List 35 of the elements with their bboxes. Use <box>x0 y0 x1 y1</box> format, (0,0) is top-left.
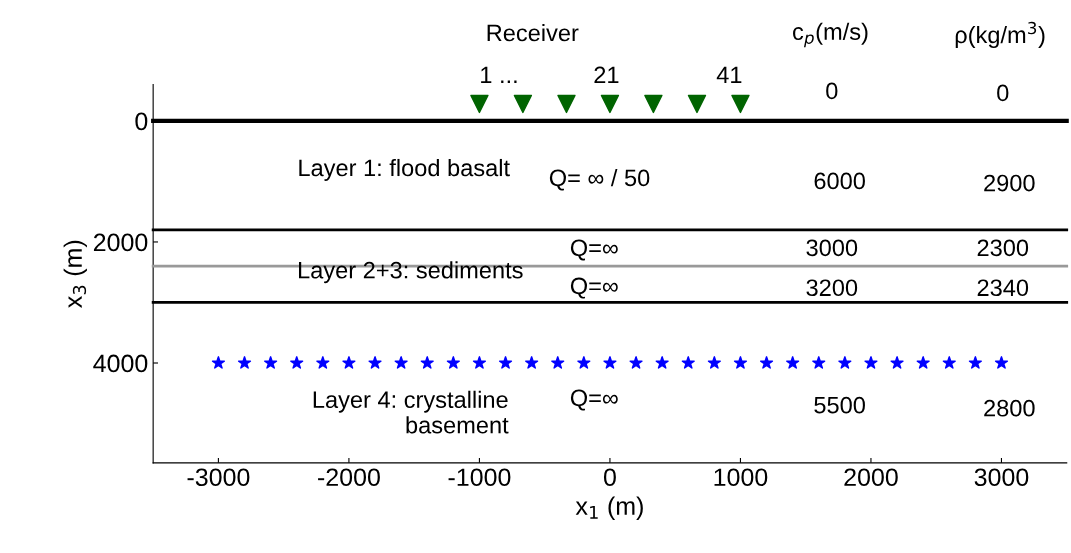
x-tick-label: -1000 <box>448 468 511 487</box>
text: ρ(kg/m$^{3}$) <box>955 21 1045 48</box>
x-tick-label: -2000 <box>318 468 380 487</box>
annotation: Q=∞ <box>570 389 618 411</box>
annotation: 2900 <box>984 174 1035 192</box>
annotation: Layer 4: crystalline basement <box>313 390 509 434</box>
y-tick-label: 2000 <box>93 233 148 252</box>
text: 1 ... <box>481 66 517 84</box>
annotation: Layer 2+3: sediments <box>299 261 523 284</box>
annotation: 2300 <box>977 239 1029 257</box>
annotation: Layer 1: flood basalt <box>299 158 510 181</box>
x-tick-label: 1000 <box>714 468 768 487</box>
annotation: 0 <box>826 82 838 100</box>
y-tick-label: 4000 <box>93 354 148 373</box>
annotation: 3200 <box>806 279 858 297</box>
annotation: Q= ∞ / 50 <box>549 168 650 191</box>
x-tick-label: 0 <box>603 468 616 487</box>
annotation: 2340 <box>977 279 1029 297</box>
y-tick-label: 0 <box>135 112 148 131</box>
annotation: Q=∞ <box>570 239 618 261</box>
annotation: 3000 <box>806 239 858 257</box>
x-tick-label: 2000 <box>844 468 898 487</box>
x-tick-label: 3000 <box>974 468 1029 487</box>
annotation: Q=∞ <box>570 277 618 299</box>
text: Receiver <box>487 23 579 42</box>
text: 41 <box>716 66 742 84</box>
text: 21 <box>594 66 619 84</box>
annotation: 6000 <box>814 172 865 190</box>
annotation: 0 <box>997 84 1009 102</box>
x-tick-label: -3000 <box>187 468 250 487</box>
annotation: 2800 <box>984 399 1035 417</box>
annotation: 5500 <box>814 396 865 414</box>
y-axis-title: x$_{3}$ (m) <box>63 240 87 308</box>
x-axis-title: x$_{1}$ (m) <box>575 496 643 520</box>
text: c$_{p}$(m/s) <box>793 22 868 48</box>
